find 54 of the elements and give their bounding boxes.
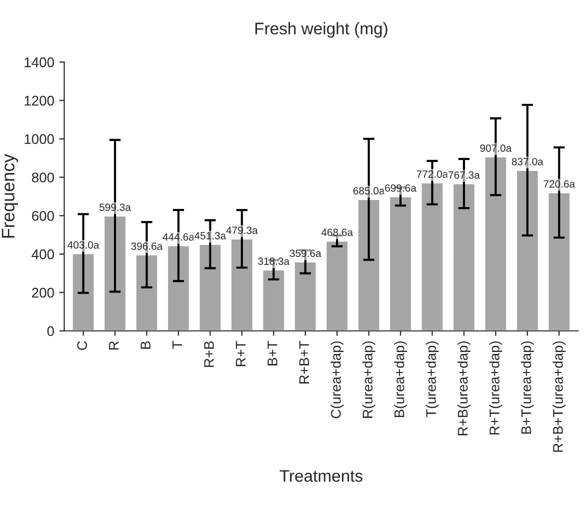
y-tick-label: 400	[32, 249, 54, 260]
y-tick-label: 0	[47, 326, 54, 336]
x-tick-label: B(urea+dap)	[394, 341, 407, 418]
x-tick-label: B+T	[268, 340, 278, 366]
data-label: 720.6a	[544, 180, 576, 188]
y-tick-label: 200	[32, 288, 54, 298]
y-tick-label: 600	[32, 210, 54, 221]
x-tick-label: T	[172, 340, 182, 349]
x-tick-label: R+T(urea+dap)	[489, 341, 502, 434]
bar	[325, 240, 349, 331]
x-tick-label: R+B	[204, 341, 214, 367]
data-label: 444.6a	[162, 233, 194, 241]
data-label: 837.0a	[512, 158, 544, 166]
data-label: 468.6a	[321, 228, 353, 236]
bar	[484, 156, 508, 331]
data-label: 685.0a	[353, 187, 385, 195]
y-tick-label: 1000	[24, 134, 54, 144]
y-axis-title: Frequency	[2, 154, 18, 238]
data-label: 599.3a	[99, 204, 131, 211]
y-tick-label: 1200	[24, 96, 54, 106]
data-label: 772.0a	[416, 170, 448, 178]
x-axis-title: Treatments	[280, 470, 362, 482]
bar	[356, 198, 381, 331]
bar	[262, 269, 286, 331]
x-tick-label: R+T	[236, 340, 246, 366]
x-tick-label: C(urea+dap)	[330, 341, 344, 418]
x-tick-label: R(urea+dap)	[362, 341, 376, 418]
x-tick-label: R+B+T(urea+dap)	[552, 341, 566, 452]
data-label: 767.3a	[448, 171, 480, 179]
x-tick-label: R	[109, 341, 119, 350]
x-tick-label: B+T(urea+dap)	[520, 341, 534, 434]
x-tick-label: T(urea+dap)	[426, 341, 439, 418]
bar	[71, 252, 96, 331]
data-label: 451.3a	[194, 232, 226, 240]
bar	[516, 169, 540, 331]
bar	[420, 182, 444, 331]
x-tick-label: C	[77, 341, 87, 350]
x-tick-label: R+B(urea+dap)	[457, 341, 470, 436]
data-label: 699.6a	[385, 184, 416, 192]
bar	[166, 244, 190, 331]
data-label: 359.6a	[290, 250, 322, 257]
y-tick-label: 800	[32, 172, 54, 182]
x-tick-label: B	[140, 341, 150, 349]
x-tick-label: R+B+T	[299, 340, 309, 384]
data-label: 318.3a	[258, 258, 290, 265]
data-label: 396.6a	[131, 242, 163, 250]
bar	[134, 254, 159, 331]
data-label: 907.0a	[480, 144, 512, 152]
y-tick-label: 1400	[24, 57, 54, 68]
bar	[547, 192, 571, 331]
data-label: 479.3a	[226, 226, 258, 234]
data-label: 403.0a	[68, 241, 100, 249]
chart-title: Fresh weight (mg)	[255, 22, 388, 38]
bar	[103, 215, 127, 331]
